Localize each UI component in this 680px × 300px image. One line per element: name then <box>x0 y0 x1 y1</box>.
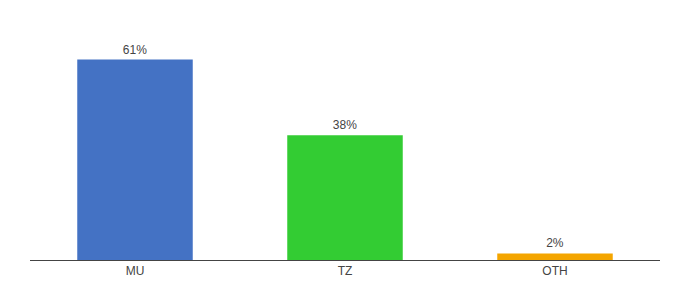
svg-text:OTH: OTH <box>542 264 567 278</box>
svg-text:61%: 61% <box>123 43 147 57</box>
svg-text:TZ: TZ <box>338 264 353 278</box>
svg-text:MU: MU <box>126 264 145 278</box>
svg-text:2%: 2% <box>546 236 564 250</box>
svg-text:38%: 38% <box>333 118 357 132</box>
